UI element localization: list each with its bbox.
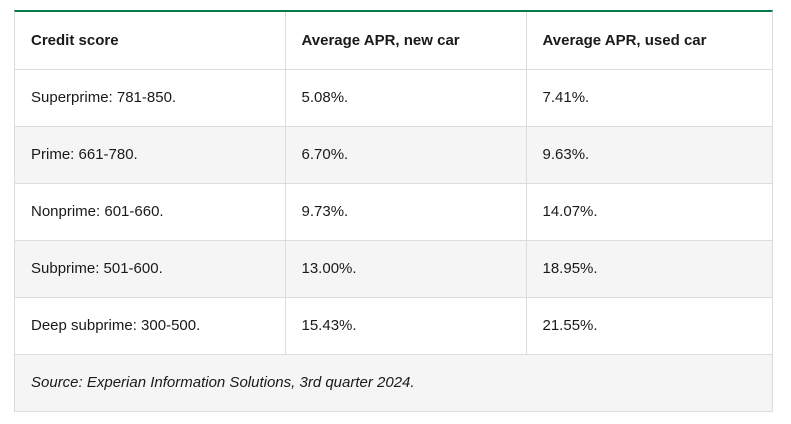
credit-score-cell: Nonprime: 601-660. bbox=[15, 183, 285, 241]
source-note: Source: Experian Information Solutions, … bbox=[15, 354, 772, 411]
credit-score-cell: Deep subprime: 300-500. bbox=[15, 297, 285, 355]
apr-new-cell: 15.43%. bbox=[284, 297, 526, 355]
apr-new-cell: 13.00%. bbox=[284, 240, 526, 298]
apr-new-cell: 5.08%. bbox=[284, 69, 526, 127]
header-apr-new-car: Average APR, new car bbox=[284, 12, 526, 70]
apr-new-cell: 9.73%. bbox=[284, 183, 526, 241]
apr-new-cell: 6.70%. bbox=[284, 126, 526, 184]
apr-used-cell: 18.95%. bbox=[525, 240, 772, 298]
credit-score-cell: Subprime: 501-600. bbox=[15, 240, 285, 298]
table-row: Prime: 661-780. 6.70%. 9.63%. bbox=[15, 126, 772, 184]
apr-used-cell: 9.63%. bbox=[525, 126, 772, 184]
header-credit-score: Credit score bbox=[15, 12, 285, 70]
table-header-row: Credit score Average APR, new car Averag… bbox=[15, 12, 772, 70]
table-row: Nonprime: 601-660. 9.73%. 14.07%. bbox=[15, 183, 772, 241]
table-row: Deep subprime: 300-500. 15.43%. 21.55%. bbox=[15, 297, 772, 355]
apr-table: Credit score Average APR, new car Averag… bbox=[14, 10, 773, 412]
credit-score-cell: Prime: 661-780. bbox=[15, 126, 285, 184]
credit-score-cell: Superprime: 781-850. bbox=[15, 69, 285, 127]
source-row: Source: Experian Information Solutions, … bbox=[15, 354, 772, 411]
apr-used-cell: 14.07%. bbox=[525, 183, 772, 241]
header-apr-used-car: Average APR, used car bbox=[525, 12, 772, 70]
table-row: Subprime: 501-600. 13.00%. 18.95%. bbox=[15, 240, 772, 298]
apr-used-cell: 21.55%. bbox=[525, 297, 772, 355]
apr-data-table: Credit score Average APR, new car Averag… bbox=[15, 12, 772, 411]
apr-used-cell: 7.41%. bbox=[525, 69, 772, 127]
table-row: Superprime: 781-850. 5.08%. 7.41%. bbox=[15, 69, 772, 127]
